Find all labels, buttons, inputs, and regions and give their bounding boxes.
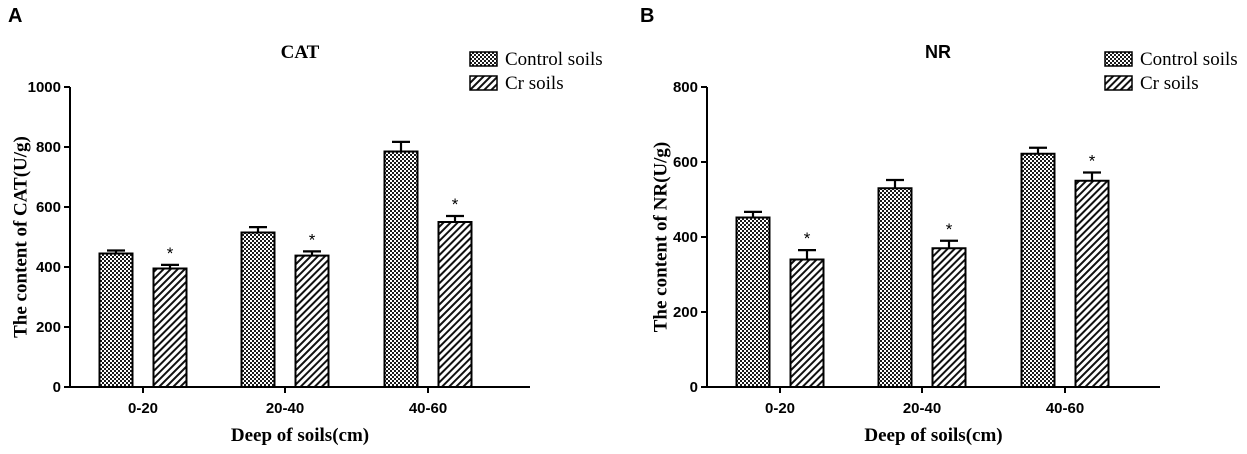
bar xyxy=(1020,152,1056,388)
x-axis-label: Deep of soils(cm) xyxy=(231,425,369,446)
legend-label: Cr soils xyxy=(1140,73,1199,94)
y-tick-label: 400 xyxy=(673,229,698,246)
bars: * * * xyxy=(98,140,473,388)
y-tick-label: 800 xyxy=(36,139,61,156)
bar xyxy=(383,150,419,388)
legend-label: Control soils xyxy=(505,49,603,70)
y-axis-ticks: 0 200 400 600 800 1000 xyxy=(28,79,70,396)
bar xyxy=(1074,179,1110,388)
x-axis-ticks: 0-20 20-40 40-60 xyxy=(128,387,447,417)
panel-a-chart: A CAT Deep of soils(cm) The content of C… xyxy=(8,5,603,446)
panel-letter-a: A xyxy=(8,5,22,27)
significance-mark: * xyxy=(946,220,953,239)
legend-swatch xyxy=(469,75,498,91)
significance-mark: * xyxy=(167,244,174,263)
x-tick-label: 0-20 xyxy=(765,400,795,417)
bar xyxy=(98,252,134,388)
y-tick-label: 600 xyxy=(673,154,698,171)
bars: * * * xyxy=(735,146,1110,388)
axes xyxy=(69,87,530,388)
x-axis-label: Deep of soils(cm) xyxy=(864,425,1002,446)
axes xyxy=(706,87,1160,388)
y-axis-label: The content of CAT(U/g) xyxy=(10,136,31,338)
legend: Control soils Cr soils xyxy=(1104,49,1238,94)
y-tick-label: 800 xyxy=(673,79,698,96)
legend-label: Cr soils xyxy=(505,73,564,94)
bar xyxy=(931,247,967,388)
y-tick-label: 600 xyxy=(36,199,61,216)
y-tick-label: 1000 xyxy=(28,79,61,96)
y-axis-ticks: 0 200 400 600 800 xyxy=(673,79,707,396)
y-tick-label: 0 xyxy=(53,379,61,396)
bar xyxy=(735,216,771,388)
bar xyxy=(152,267,188,388)
bar xyxy=(789,258,825,388)
x-tick-label: 40-60 xyxy=(1046,400,1084,417)
x-tick-label: 20-40 xyxy=(266,400,304,417)
bar xyxy=(877,187,913,388)
legend-swatch xyxy=(1104,51,1133,67)
chart-title: NR xyxy=(925,42,951,62)
panel-letter-b: B xyxy=(640,5,654,27)
significance-mark: * xyxy=(452,195,459,214)
x-tick-label: 40-60 xyxy=(409,400,447,417)
x-axis-ticks: 0-20 20-40 40-60 xyxy=(765,387,1084,417)
significance-mark: * xyxy=(1089,152,1096,171)
y-tick-label: 200 xyxy=(673,304,698,321)
bar xyxy=(240,231,276,388)
y-tick-label: 200 xyxy=(36,319,61,336)
significance-mark: * xyxy=(309,230,316,249)
panel-b-chart: B NR Deep of soils(cm) The content of NR… xyxy=(640,5,1238,446)
legend-label: Control soils xyxy=(1140,49,1238,70)
significance-mark: * xyxy=(804,229,811,248)
y-tick-label: 0 xyxy=(690,379,698,396)
legend-swatch xyxy=(1104,75,1133,91)
chart-title: CAT xyxy=(281,42,320,63)
bar xyxy=(437,221,473,388)
x-tick-label: 0-20 xyxy=(128,400,158,417)
legend: Control soils Cr soils xyxy=(469,49,603,94)
y-tick-label: 400 xyxy=(36,259,61,276)
bar xyxy=(294,254,330,388)
legend-swatch xyxy=(469,51,498,67)
x-tick-label: 20-40 xyxy=(903,400,941,417)
y-axis-label: The content of NR(U/g) xyxy=(650,142,671,333)
